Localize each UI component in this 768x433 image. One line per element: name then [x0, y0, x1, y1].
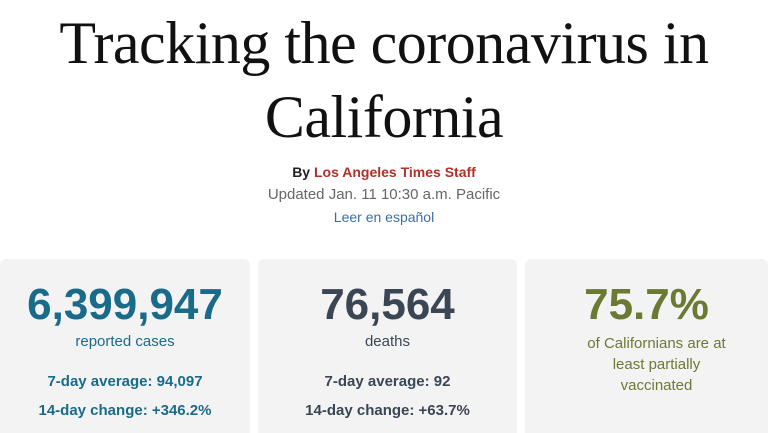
cases-value: 6,399,947 — [27, 280, 223, 329]
author-link[interactable]: Los Angeles Times Staff — [313, 164, 476, 180]
cases-card: 6,399,947 reported cases 7-day average: … — [0, 259, 250, 433]
cases-7day-average: 7-day average: 94,097 — [47, 373, 203, 390]
deaths-value: 76,564 — [320, 280, 455, 329]
byline-prefix: By — [292, 164, 311, 180]
vaccinated-label: of Californians are at least partially v… — [587, 335, 726, 394]
deaths-7day-average: 7-day average: 92 — [324, 373, 451, 390]
vaccinated-value: 75.7% — [584, 280, 709, 329]
deaths-label: deaths — [364, 333, 411, 350]
updated-timestamp: Updated Jan. 11 10:30 a.m. Pacific — [267, 186, 501, 203]
headline-line-2: California — [264, 84, 504, 150]
deaths-14day-change: 14-day change: +63.7% — [305, 402, 470, 419]
cases-label: reported cases — [75, 333, 175, 350]
cases-14day-change: 14-day change: +346.2% — [38, 402, 212, 419]
byline: By Los Angeles Times Staff — [0, 164, 768, 180]
page-headline: Tracking the coronavirus in California — [0, 6, 768, 154]
deaths-card: 76,564 deaths 7-day average: 92 14-day c… — [258, 259, 517, 433]
spanish-link-row: Leer en español — [0, 209, 768, 225]
headline-line-1: Tracking the coronavirus in — [59, 10, 709, 76]
vaccinated-card: 75.7% of Californians are at least parti… — [525, 259, 768, 433]
spanish-link[interactable]: Leer en español — [333, 209, 435, 225]
